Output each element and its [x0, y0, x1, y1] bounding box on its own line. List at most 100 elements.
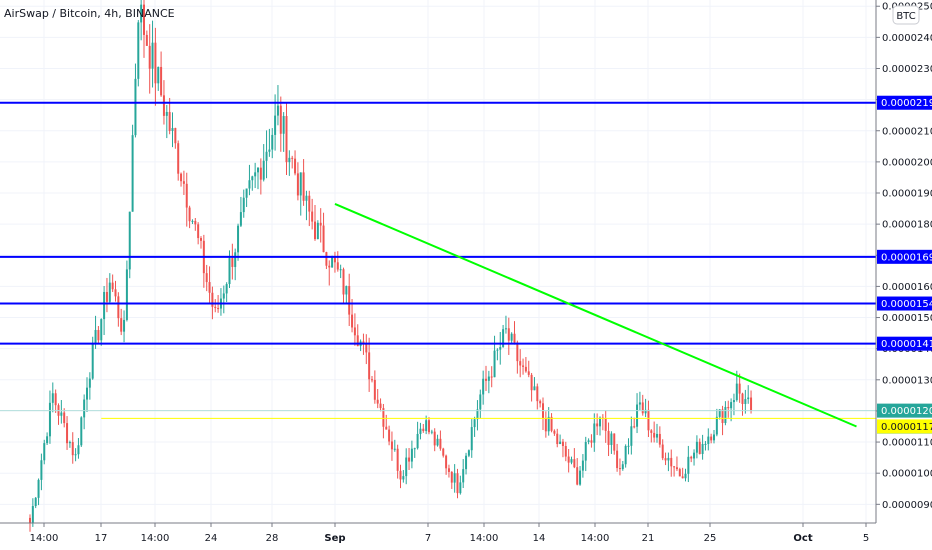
candle-body	[735, 383, 738, 401]
candle-body	[673, 466, 676, 468]
candle-body	[741, 393, 744, 404]
x-tick-label: 14:00	[470, 533, 499, 544]
last-price-tag[interactable]: 0.00001201	[881, 406, 932, 417]
x-tick-label: 17	[95, 533, 108, 544]
candle-body	[214, 306, 217, 309]
candle-body	[439, 438, 442, 449]
candle-body	[140, 4, 143, 23]
candle-body	[325, 252, 328, 266]
candle-body	[125, 269, 128, 320]
candle-body	[60, 412, 63, 416]
candle-body	[382, 408, 385, 427]
candle-body	[353, 327, 356, 336]
candle-body	[276, 105, 279, 116]
candle-body	[678, 469, 681, 477]
candle-body	[707, 436, 710, 444]
y-tick-label: 0.00002000	[882, 157, 932, 168]
candle-body	[237, 225, 240, 253]
y-tick-label: 0.00000900	[882, 500, 932, 511]
candle-body	[436, 438, 439, 446]
candle-body	[259, 167, 262, 180]
level-price-tag[interactable]: 0.00001545	[881, 299, 932, 310]
candle-body	[46, 436, 49, 444]
candle-body	[197, 224, 200, 239]
candle-body	[442, 448, 445, 456]
candle-body	[83, 399, 86, 418]
candles	[29, 0, 753, 532]
candle-body	[188, 207, 191, 222]
candle-body	[524, 366, 527, 372]
candle-body	[108, 282, 111, 302]
x-tick-label: 24	[205, 533, 218, 544]
level-price-tag-bg	[877, 249, 932, 264]
candle-body	[356, 335, 359, 347]
candle-body	[590, 440, 593, 443]
candle-body	[730, 402, 733, 409]
candle-body	[368, 352, 371, 380]
candle-body	[724, 406, 727, 423]
candle-body	[345, 286, 348, 295]
trend-line[interactable]	[334, 202, 857, 428]
candle-body	[43, 443, 46, 461]
candle-body	[607, 430, 610, 445]
candle-body	[165, 111, 168, 116]
support-price-tag[interactable]: 0.00001176	[881, 422, 932, 433]
candle-body	[453, 473, 456, 483]
candle-body	[94, 329, 97, 344]
candle-body	[308, 195, 311, 212]
candle-body	[316, 222, 319, 240]
candle-body	[667, 457, 670, 461]
candle-body	[239, 212, 242, 226]
candle-body	[63, 412, 66, 424]
candle-body	[131, 135, 134, 212]
level-price-tag[interactable]: 0.00001416	[881, 339, 932, 350]
candle-body	[134, 78, 137, 136]
candle-body	[556, 433, 559, 445]
candle-body	[616, 450, 619, 469]
candle-body	[143, 4, 145, 35]
candle-body	[339, 269, 342, 271]
support-price-tag-bg	[877, 419, 932, 434]
candle-body	[390, 441, 393, 450]
candle-body	[593, 423, 596, 443]
candle-body	[530, 374, 533, 391]
candle-body	[744, 399, 747, 404]
candle-body	[288, 157, 291, 163]
candle-body	[171, 128, 174, 131]
candle-body	[567, 456, 570, 463]
level-price-tag-bg	[877, 95, 932, 110]
candle-body	[536, 386, 539, 402]
candle-body	[618, 468, 621, 470]
candle-body	[29, 517, 31, 524]
candle-body	[496, 349, 499, 351]
candle-body	[624, 446, 627, 465]
candle-body	[242, 197, 245, 213]
candle-body	[553, 430, 556, 434]
candle-body	[684, 473, 687, 479]
candle-body	[117, 296, 120, 319]
x-tick-label: 14:00	[581, 533, 610, 544]
candle-body	[690, 456, 693, 459]
candle-body	[211, 292, 214, 307]
candle-body	[154, 42, 157, 84]
candle-body	[305, 195, 308, 201]
candle-body	[86, 387, 88, 400]
candle-body	[630, 426, 633, 446]
candle-body	[100, 319, 103, 341]
candle-body	[217, 308, 220, 310]
candle-body	[661, 444, 664, 459]
candle-body	[234, 252, 237, 267]
y-tick-label: 0.00001000	[882, 469, 932, 480]
level-price-tag[interactable]: 0.00001695	[881, 252, 932, 263]
candle-body	[351, 314, 354, 328]
candle-body	[656, 433, 658, 438]
currency-badge[interactable]: BTC	[892, 5, 920, 25]
y-tick-label: 0.00002100	[882, 126, 932, 137]
candle-body	[713, 434, 715, 441]
candle-body	[419, 428, 422, 434]
candle-body	[516, 342, 519, 362]
